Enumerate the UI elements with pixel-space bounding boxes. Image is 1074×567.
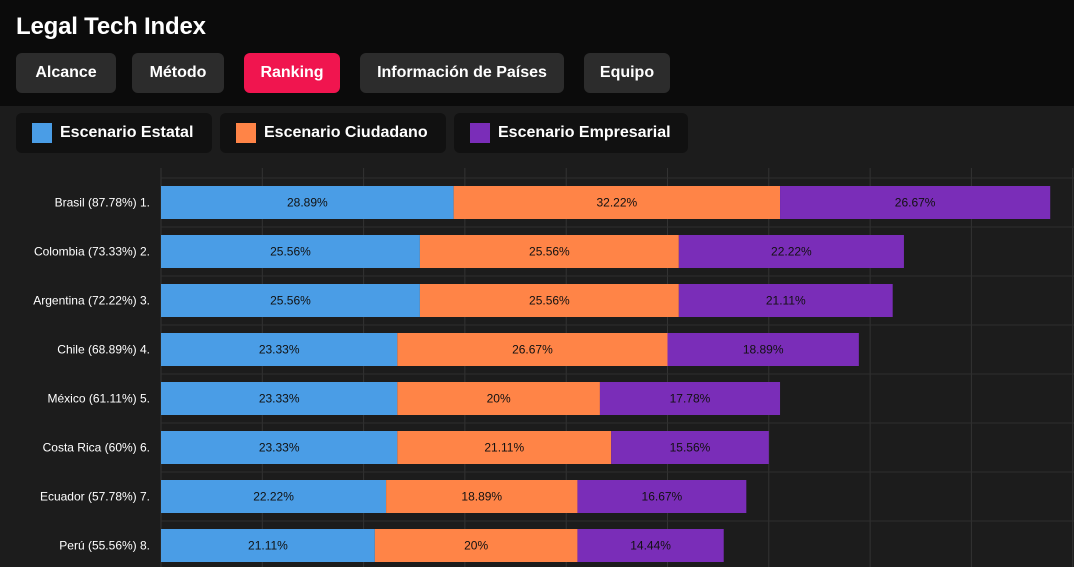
bar-segment[interactable]: [161, 186, 454, 219]
ranking-chart: Brasil (87.78%) 1. 28.89% 32.22% 26.67% Colo…: [33, 168, 1074, 567]
bar-value-label: 18.89%: [461, 490, 502, 504]
legend-ciudadano-swatch: [236, 123, 256, 143]
bar-value-label: 26.67%: [895, 196, 936, 210]
bar-value-label: 14.44%: [630, 539, 671, 553]
bar-value-label: 28.89%: [287, 196, 328, 210]
nav-informacion-paises-button[interactable]: Información de Países: [360, 53, 564, 93]
bar-value-label: 17.78%: [670, 392, 711, 406]
nav-alcance-button[interactable]: Alcance: [16, 53, 116, 93]
bar-value-label: 21.11%: [766, 294, 806, 308]
nav-equipo-button[interactable]: Equipo: [584, 53, 670, 93]
bar-value-label: 21.11%: [248, 539, 288, 553]
category-label: Argentina (72.22%) 3.: [33, 294, 150, 308]
bar-segment[interactable]: [161, 333, 398, 366]
header: Legal Tech Index Alcance Método Ranking …: [0, 0, 1074, 106]
bar-value-label: 23.33%: [259, 392, 300, 406]
bar-segment[interactable]: [161, 235, 420, 268]
legend-ciudadano-toggle[interactable]: Escenario Ciudadano: [220, 113, 446, 153]
bar-segment[interactable]: [611, 431, 769, 464]
bar-value-label: 25.56%: [529, 245, 570, 259]
bar-value-label: 21.11%: [484, 441, 524, 455]
legend-empresarial-swatch: [470, 123, 490, 143]
bar-segment[interactable]: [780, 186, 1051, 219]
category-label: Chile (68.89%) 4.: [57, 343, 150, 357]
category-label: Colombia (73.33%) 2.: [34, 245, 150, 259]
bar-value-label: 22.22%: [771, 245, 812, 259]
bar-segment[interactable]: [577, 480, 747, 513]
bar-segment[interactable]: [397, 333, 668, 366]
bar-segment[interactable]: [374, 529, 578, 562]
bar-value-label: 15.56%: [670, 441, 711, 455]
bar-segment[interactable]: [397, 382, 600, 415]
app-title: Legal Tech Index: [16, 13, 206, 40]
bar-value-label: 22.22%: [253, 490, 294, 504]
bar-value-label: 25.56%: [529, 294, 570, 308]
bar-segment[interactable]: [667, 333, 859, 366]
category-label: Costa Rica (60%) 6.: [43, 441, 150, 455]
bar-value-label: 25.56%: [270, 245, 311, 259]
legend-estatal-swatch: [32, 123, 52, 143]
bar-segment[interactable]: [161, 284, 420, 317]
bar-value-label: 32.22%: [596, 196, 637, 210]
bar-value-label: 23.33%: [259, 441, 300, 455]
bar-segment[interactable]: [386, 480, 578, 513]
bar-value-label: 23.33%: [259, 343, 300, 357]
legend-estatal-label: Escenario Estatal: [60, 124, 194, 141]
bar-segment[interactable]: [397, 431, 612, 464]
legend-estatal-toggle[interactable]: Escenario Estatal: [16, 113, 212, 153]
legend-ciudadano-label: Escenario Ciudadano: [264, 124, 428, 141]
bar-segment[interactable]: [577, 529, 724, 562]
bar-value-label: 26.67%: [512, 343, 553, 357]
bar-value-label: 18.89%: [743, 343, 784, 357]
bar-segment[interactable]: [161, 480, 387, 513]
bar-segment[interactable]: [419, 235, 679, 268]
bar-segment[interactable]: [419, 284, 679, 317]
legend-empresarial-toggle[interactable]: Escenario Empresarial: [454, 113, 688, 153]
bar-value-label: 16.67%: [642, 490, 683, 504]
category-label: Brasil (87.78%) 1.: [55, 196, 150, 210]
bar-value-label: 20%: [464, 539, 488, 553]
bar-segment[interactable]: [678, 235, 904, 268]
bar-segment[interactable]: [161, 529, 375, 562]
bar-value-label: 25.56%: [270, 294, 311, 308]
bar-segment[interactable]: [161, 431, 398, 464]
category-label: Ecuador (57.78%) 7.: [40, 490, 150, 504]
category-label: Perú (55.56%) 8.: [59, 539, 150, 553]
category-label: México (61.11%) 5.: [48, 392, 151, 406]
bar-segment[interactable]: [453, 186, 781, 219]
nav-ranking-button[interactable]: Ranking: [244, 53, 340, 93]
legend-empresarial-label: Escenario Empresarial: [498, 124, 671, 141]
bar-segment[interactable]: [678, 284, 893, 317]
nav-metodo-button[interactable]: Método: [132, 53, 224, 93]
bar-segment[interactable]: [599, 382, 781, 415]
bar-segment[interactable]: [161, 382, 398, 415]
bar-value-label: 20%: [487, 392, 511, 406]
